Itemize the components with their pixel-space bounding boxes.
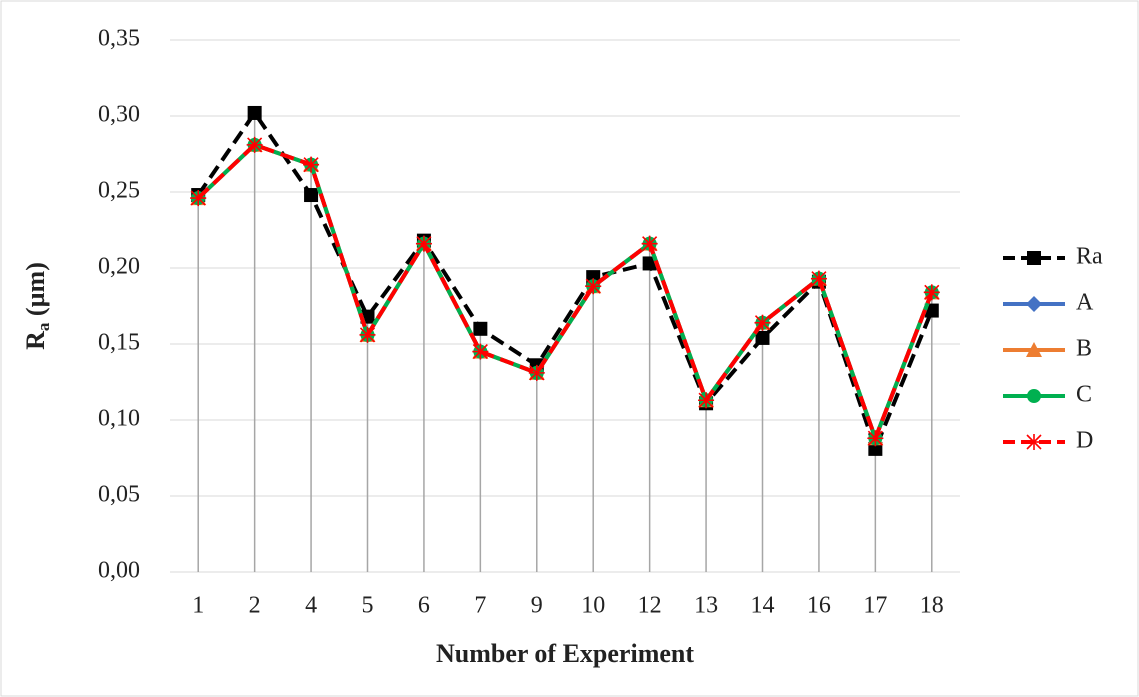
- marker: [303, 156, 320, 173]
- y-tick-label: 0,25: [98, 178, 140, 204]
- legend-label: Ra: [1076, 244, 1103, 270]
- marker: [415, 235, 432, 252]
- marker: [304, 188, 319, 203]
- x-tick-label: 7: [474, 593, 486, 619]
- marker: [359, 326, 376, 343]
- marker: [1026, 434, 1042, 450]
- x-tick-label: 6: [418, 593, 430, 619]
- marker: [247, 105, 262, 120]
- y-tick-label: 0,15: [98, 330, 140, 356]
- marker: [1027, 251, 1041, 265]
- marker: [698, 392, 715, 409]
- y-label-unit: (µm): [21, 262, 50, 322]
- x-tick-label: 2: [249, 593, 261, 619]
- marker: [472, 343, 489, 360]
- marker: [923, 284, 940, 301]
- x-tick-label: 5: [362, 593, 374, 619]
- series-line: [196, 109, 934, 455]
- x-tick-label: 9: [531, 593, 543, 619]
- x-tick-label: 12: [638, 593, 662, 619]
- marker: [473, 321, 488, 336]
- marker: [190, 190, 207, 207]
- x-tick-label: 10: [581, 593, 605, 619]
- marker: [585, 278, 602, 295]
- legend-label: D: [1076, 428, 1093, 454]
- y-tick-label: 0,20: [98, 254, 140, 280]
- x-tick-label: 17: [863, 593, 887, 619]
- marker: [867, 430, 884, 447]
- y-tick-label: 0,30: [98, 102, 140, 128]
- y-label-sub: a: [34, 322, 53, 331]
- y-tick-label: 0,10: [98, 406, 140, 432]
- marker: [246, 136, 263, 153]
- marker: [810, 270, 827, 287]
- x-tick-label: 4: [305, 593, 317, 619]
- y-label-main: R: [21, 331, 50, 350]
- series-line: [196, 142, 934, 445]
- x-tick-label: 16: [807, 593, 831, 619]
- x-tick-label: 13: [694, 593, 718, 619]
- y-tick-label: 0,35: [98, 26, 140, 52]
- x-tick-label: 18: [920, 593, 944, 619]
- marker: [924, 303, 939, 318]
- marker: [755, 330, 770, 345]
- legend-label: A: [1076, 290, 1094, 316]
- marker: [1026, 342, 1042, 357]
- y-tick-label: 0,05: [98, 482, 140, 508]
- legend-label: C: [1076, 382, 1092, 408]
- marker: [641, 235, 658, 252]
- marker: [528, 364, 545, 381]
- marker: [1027, 389, 1041, 403]
- marker: [868, 441, 883, 456]
- marker: [754, 314, 771, 331]
- x-tick-label: 1: [192, 593, 204, 619]
- marker: [1026, 296, 1042, 312]
- marker: [642, 256, 657, 271]
- y-tick-label: 0,00: [98, 558, 140, 584]
- x-tick-label: 14: [751, 593, 775, 619]
- x-axis-label: Number of Experiment: [436, 639, 694, 668]
- legend-label: B: [1076, 336, 1092, 362]
- y-axis-label: Ra (µm): [21, 262, 53, 350]
